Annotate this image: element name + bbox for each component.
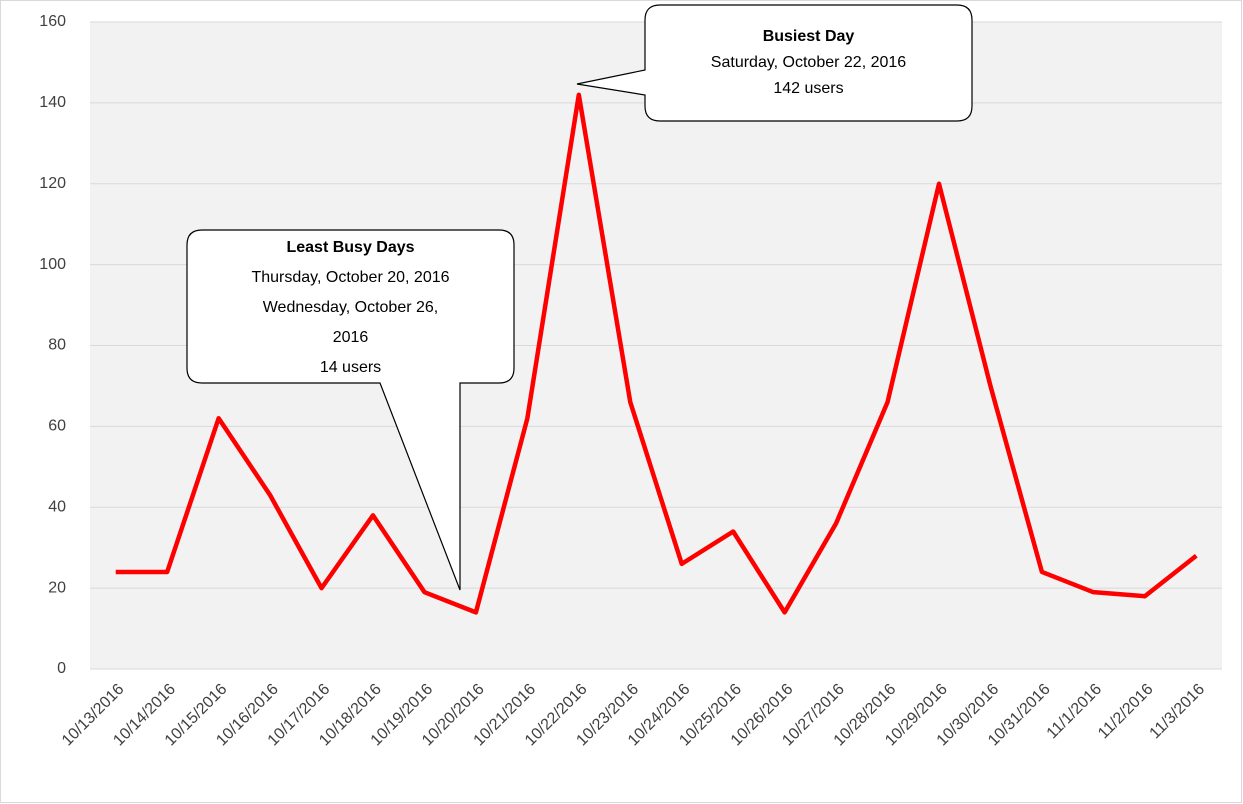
callout-text: 2016 [333,329,369,346]
y-tick-label: 20 [48,579,66,596]
y-tick-label: 120 [39,175,66,192]
y-tick-label: 60 [48,418,66,435]
y-tick-label: 100 [39,256,66,273]
y-tick-label: 40 [48,498,66,515]
callout-text: Least Busy Days [286,239,414,256]
y-tick-label: 80 [48,337,66,354]
y-tick-label: 0 [57,660,66,677]
y-tick-label: 140 [39,94,66,111]
callout-text: Wednesday, October 26, [263,299,439,316]
callout-text: Thursday, October 20, 2016 [251,269,449,286]
callout: Least Busy Days Thursday, October 20, 201… [186,229,515,591]
y-tick-label: 160 [39,13,66,30]
callout: Busiest Day Saturday, October 22, 2016 142… [576,4,973,122]
data-line [115,92,1198,615]
callout-text: 142 users [773,80,843,97]
callout-text: Saturday, October 22, 2016 [711,54,906,71]
callout-text: 14 users [320,359,381,376]
callout-text: Busiest Day [763,28,855,45]
callout-shape [576,4,973,122]
callout-shape [186,229,515,591]
